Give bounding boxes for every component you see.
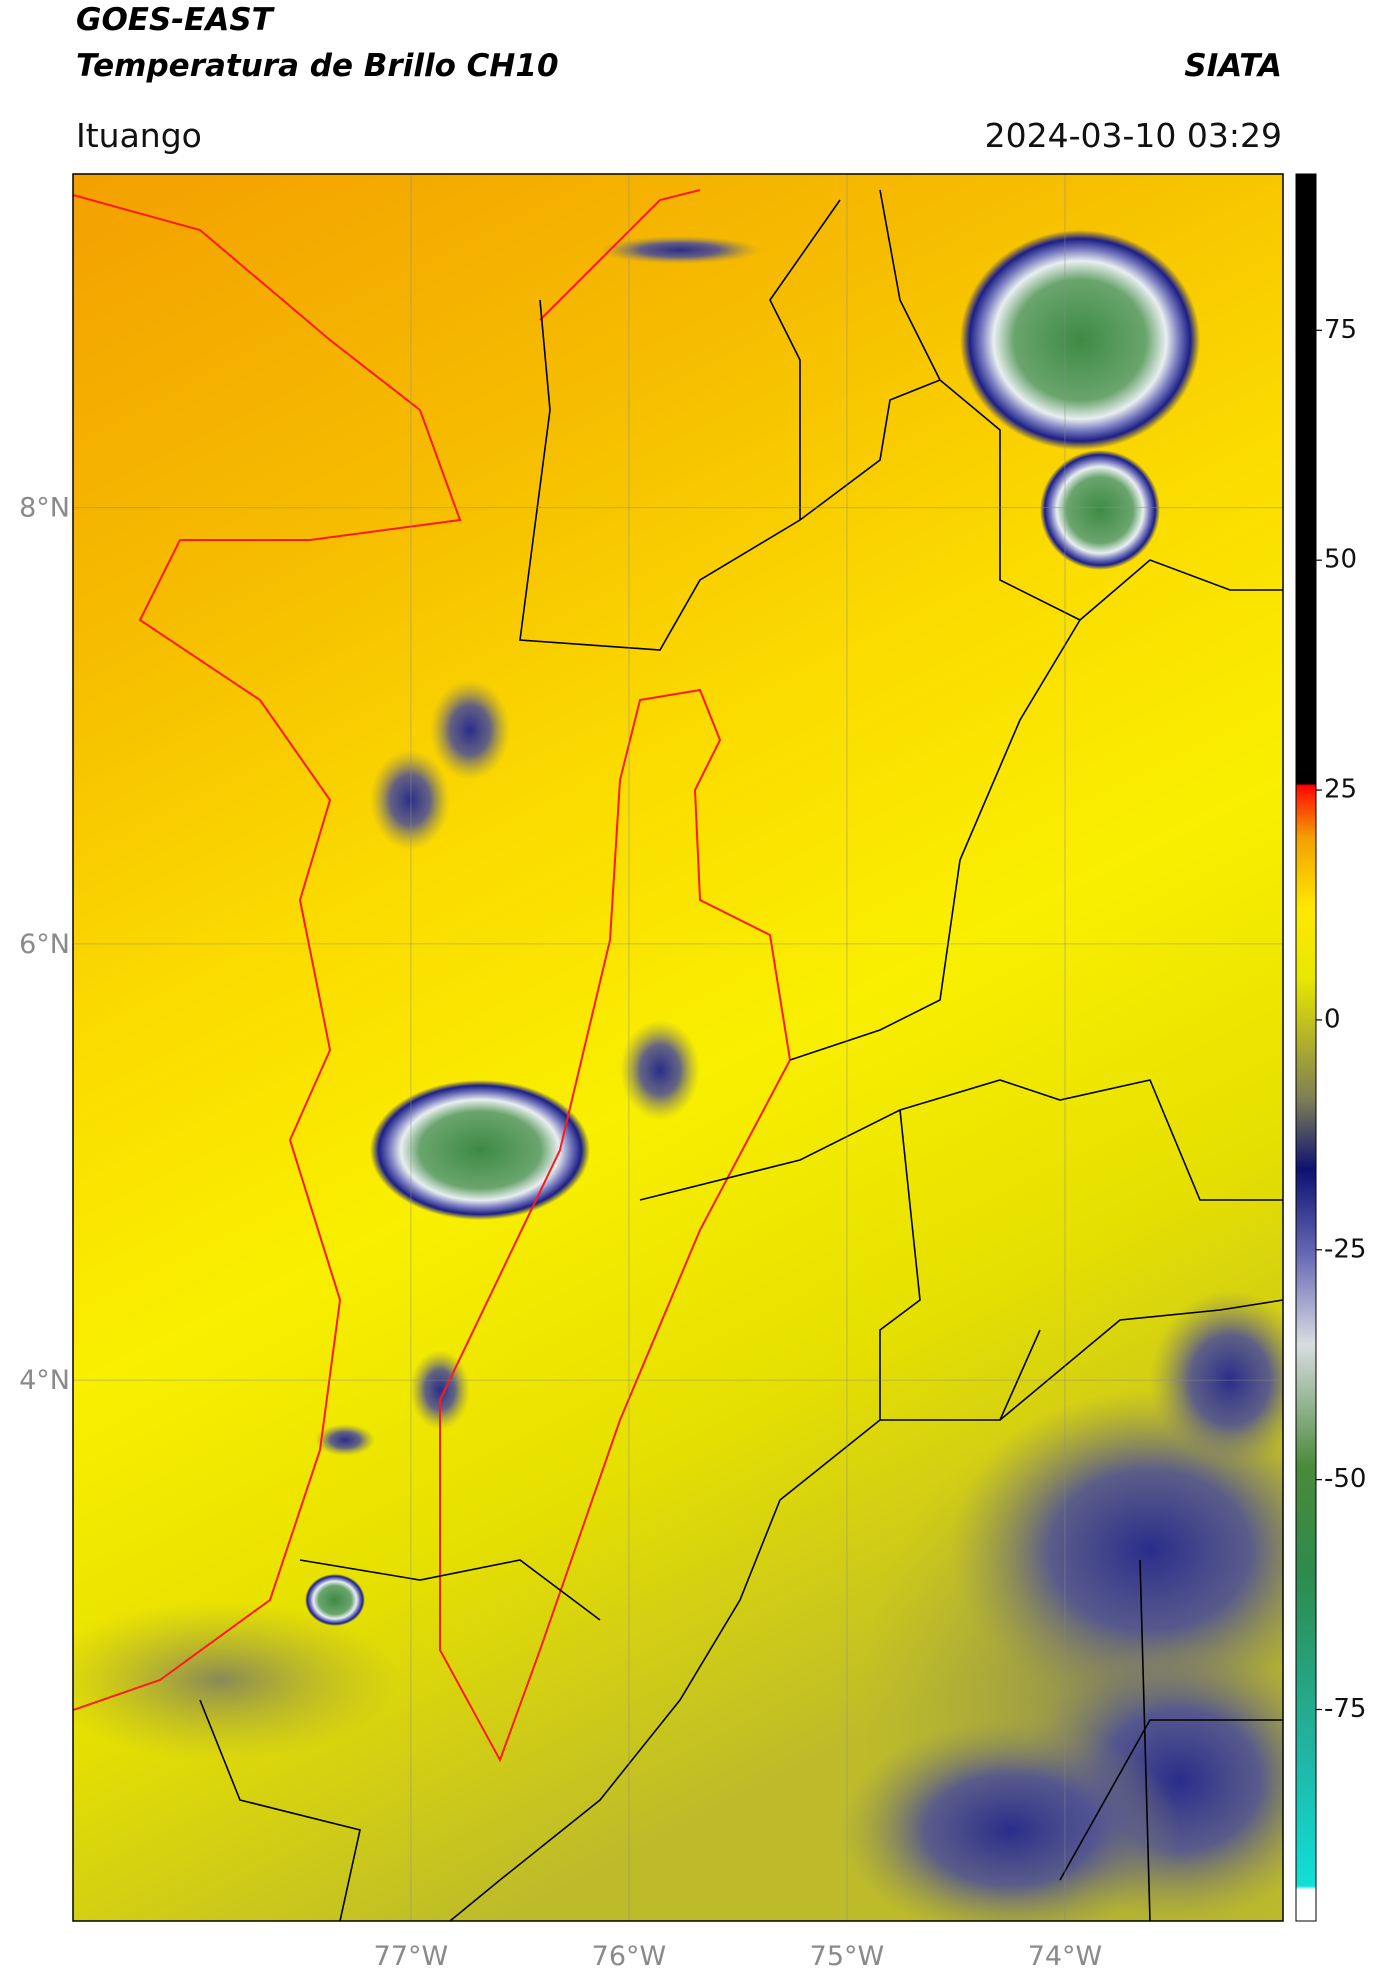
colorbar-tick-label: -50 bbox=[1324, 1464, 1366, 1494]
coastline bbox=[539, 189, 701, 321]
colorbar-tick-label: 0 bbox=[1324, 1004, 1341, 1034]
graticule bbox=[73, 174, 1283, 1921]
axis-labels: 4°N 6°N 8°N 77°W 76°W 75°W 74°W -75 -50 -25 0 25 50 7… bbox=[19, 315, 1366, 1972]
lon-label: 77°W bbox=[374, 1941, 449, 1972]
storm-cell bbox=[305, 1574, 365, 1626]
colorbar-tick-label: 25 bbox=[1324, 775, 1357, 805]
cloud-area bbox=[600, 236, 760, 264]
product-title: Temperatura de Brillo CH10 bbox=[76, 48, 559, 84]
lat-label: 4°N bbox=[19, 1365, 70, 1396]
lon-label: 76°W bbox=[592, 1941, 667, 1972]
satellite-title: GOES-EAST bbox=[76, 2, 276, 38]
colorbar-tick-label: 75 bbox=[1324, 315, 1357, 345]
storm-cell bbox=[1040, 450, 1160, 570]
map-frame bbox=[72, 173, 1284, 1922]
cloud-area bbox=[73, 1600, 400, 1760]
location: Ituango bbox=[76, 116, 202, 155]
coastline bbox=[73, 194, 462, 1711]
map-field bbox=[73, 174, 1283, 1921]
colorbar-tick-label: -25 bbox=[1324, 1234, 1366, 1264]
cloud-area bbox=[620, 1020, 700, 1120]
basin-outline bbox=[439, 688, 792, 1763]
admin-boundaries bbox=[199, 189, 1283, 1921]
colorbar-tick-label: 50 bbox=[1324, 545, 1357, 575]
datetime: 2024-03-10 03:29 bbox=[985, 116, 1282, 155]
lat-label: 6°N bbox=[19, 929, 70, 960]
colorbar bbox=[1295, 173, 1317, 1922]
storm-cell bbox=[370, 1080, 590, 1220]
lon-label: 74°W bbox=[1028, 1941, 1103, 1972]
cloud-area bbox=[840, 1720, 1180, 1921]
cloud-area bbox=[950, 1390, 1283, 1710]
cloud-area bbox=[370, 750, 450, 850]
colorbar-tick-label: -75 bbox=[1324, 1694, 1366, 1724]
cloud-area bbox=[430, 680, 510, 780]
storm-cell bbox=[960, 230, 1200, 450]
agency: SIATA bbox=[1184, 48, 1282, 84]
cloud-area bbox=[315, 1424, 375, 1456]
lat-label: 8°N bbox=[19, 493, 70, 524]
lon-label: 75°W bbox=[810, 1941, 885, 1972]
